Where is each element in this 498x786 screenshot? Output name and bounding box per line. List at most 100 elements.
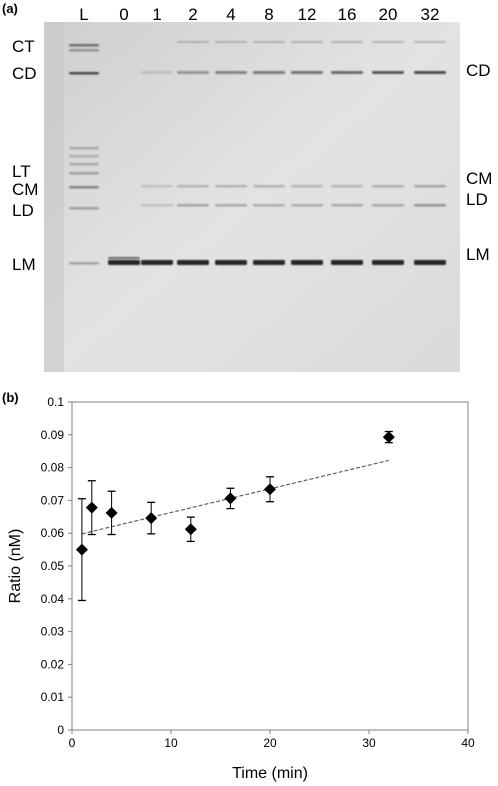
- gel-band: [69, 262, 99, 265]
- gel-band: [69, 186, 99, 189]
- gel-band: [69, 207, 99, 210]
- lane-label: 8: [264, 5, 273, 24]
- gel-band: [414, 71, 446, 74]
- y-tick-label: 0.01: [41, 690, 65, 704]
- gel-band: [291, 41, 323, 43]
- gel-band: [372, 71, 404, 74]
- gel-band: [141, 185, 173, 188]
- gel-band: [69, 155, 99, 158]
- gel-band: [141, 204, 173, 207]
- y-tick-label: 0.09: [41, 428, 65, 442]
- gel-band: [177, 204, 209, 207]
- gel-band: [414, 260, 446, 265]
- y-tick-label: 0.05: [41, 559, 65, 573]
- gel-band: [253, 71, 285, 74]
- lane-label: 20: [379, 5, 398, 24]
- trend-line: [81, 459, 389, 535]
- gel-band: [372, 204, 404, 207]
- gel-band: [177, 185, 209, 188]
- lane-label: 32: [421, 5, 440, 24]
- gel-band: [414, 204, 446, 207]
- data-point-diamond: [382, 431, 395, 444]
- gel-band: [69, 147, 99, 150]
- panel-b-label: (b): [2, 390, 19, 405]
- band-label-left: CM: [12, 180, 38, 199]
- y-tick-label: 0.06: [41, 526, 65, 540]
- lane-label: 16: [338, 5, 357, 24]
- data-point-diamond: [75, 543, 88, 556]
- data-point-diamond: [224, 492, 237, 505]
- y-tick-label: 0.02: [41, 657, 65, 671]
- y-axis-ticks: 0 0.01 0.02 0.03 0.04 0.05 0.06 0.07 0.08 0.09 0.1: [41, 395, 72, 737]
- gel-band: [177, 41, 209, 43]
- gel-band: [69, 44, 99, 47]
- gel-band: [69, 172, 99, 175]
- data-point-diamond: [184, 523, 197, 536]
- gel-band: [331, 260, 363, 265]
- lane-label: 0: [119, 5, 128, 24]
- panel-a-label: (a): [2, 1, 18, 16]
- gel-band: [108, 260, 140, 265]
- gel-image: [44, 22, 460, 372]
- right-band-labels: CD CM LD LM: [466, 61, 492, 264]
- band-label-right: LM: [466, 245, 490, 264]
- data-point-diamond: [145, 512, 158, 525]
- lane-label: 4: [226, 5, 235, 24]
- y-tick-label: 0.03: [41, 625, 65, 639]
- gel-band: [253, 260, 285, 265]
- data-point-diamond: [105, 506, 118, 519]
- gel-band: [253, 185, 285, 188]
- lane-labels: L 0 1 2 4 8 12 16 20 32: [79, 5, 439, 24]
- lane-label: 12: [298, 5, 317, 24]
- gel-band: [414, 185, 446, 188]
- gel-band: [177, 260, 209, 265]
- x-tick-label: 0: [69, 736, 76, 750]
- gel-band: [291, 204, 323, 207]
- gel-band: [372, 41, 404, 43]
- gel-band: [253, 204, 285, 207]
- y-axis-title: Ratio (nM): [7, 529, 24, 604]
- gel-band: [291, 71, 323, 74]
- x-axis-title: Time (min): [232, 765, 308, 782]
- gel-band: [141, 260, 173, 265]
- band-label-left: LM: [12, 255, 36, 274]
- x-tick-label: 20: [263, 736, 277, 750]
- lane-label: L: [79, 5, 88, 24]
- gel-background: [44, 22, 460, 372]
- gel-band: [177, 71, 209, 74]
- gel-band: [69, 49, 99, 52]
- gel-band: [291, 185, 323, 188]
- gel-band: [215, 185, 247, 188]
- data-points: [75, 430, 395, 602]
- band-label-left: CT: [12, 37, 35, 56]
- band-label-left: LD: [12, 201, 34, 220]
- gel-bands: [69, 41, 446, 265]
- gel-band: [215, 41, 247, 43]
- band-label-left: LT: [12, 162, 31, 181]
- gel-left-edge: [44, 22, 64, 372]
- gel-band: [372, 260, 404, 265]
- gel-band: [291, 260, 323, 265]
- band-label-left: CD: [12, 64, 37, 83]
- gel-band: [215, 260, 247, 265]
- data-point-diamond: [264, 483, 276, 496]
- data-point-diamond: [85, 501, 98, 514]
- gel-band: [108, 257, 140, 259]
- gel-band: [331, 41, 363, 43]
- y-tick-label: 0.08: [41, 461, 65, 475]
- gel-band: [253, 41, 285, 43]
- ratio-time-chart: 0 10 20 30 40 00.010.020.030.040.050.060.070…: [7, 395, 475, 782]
- y-tick-label: 0.1: [47, 395, 64, 409]
- gel-band: [331, 204, 363, 207]
- x-axis-ticks: 0 10 20 30 40: [69, 730, 475, 750]
- gel-band: [69, 163, 99, 166]
- lane-label: 1: [152, 5, 161, 24]
- band-label-right: LD: [466, 190, 488, 209]
- x-tick-label: 40: [461, 736, 475, 750]
- y-tick-label: 0: [57, 723, 64, 737]
- gel-band: [141, 71, 173, 74]
- plot-frame: [71, 401, 469, 731]
- x-tick-label: 30: [362, 736, 376, 750]
